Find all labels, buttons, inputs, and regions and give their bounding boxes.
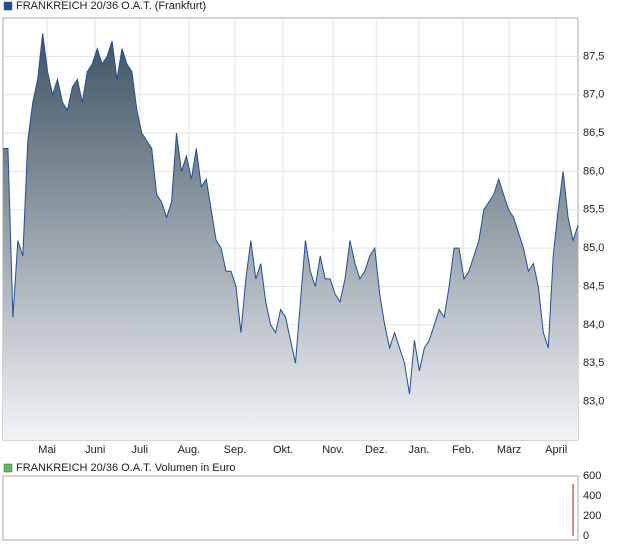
- x-tick-label: Feb.: [452, 444, 474, 456]
- x-tick-label: Nov.: [322, 444, 344, 456]
- x-tick-label: Dez.: [365, 444, 388, 456]
- price-line: [3, 33, 579, 395]
- watermark: CHECK: [315, 228, 387, 250]
- plot-frame: [2, 475, 579, 541]
- legend-swatch: [3, 1, 13, 11]
- legend-label: FRANKREICH 20/36 O.A.T. Volumen in Euro: [16, 462, 235, 474]
- y-tick-label: 85,0: [583, 242, 604, 254]
- legend-swatch: [3, 463, 13, 473]
- y-tick-label: 87,5: [583, 50, 604, 62]
- y-tick-label: 85,5: [583, 204, 604, 216]
- x-tick-label: März: [497, 444, 521, 456]
- y-tick-label: 600: [583, 470, 601, 482]
- y-tick-label: 0: [583, 530, 589, 542]
- x-tick-label: Mai: [38, 444, 56, 456]
- y-tick-label: 400: [583, 490, 601, 502]
- x-tick-label: Jan.: [408, 444, 429, 456]
- x-tick-label: Okt.: [273, 444, 293, 456]
- y-tick-label: 83,5: [583, 357, 604, 369]
- volume-bar: [572, 484, 574, 536]
- x-tick-label: Aug.: [178, 444, 201, 456]
- y-tick-label: 86,0: [583, 165, 604, 177]
- y-tick-label: 84,0: [583, 319, 604, 331]
- area-fill: [3, 33, 578, 440]
- y-tick-label: 200: [583, 510, 601, 522]
- y-tick-label: 83,0: [583, 396, 604, 408]
- y-tick-label: 86,5: [583, 127, 604, 139]
- x-tick-label: Sep.: [224, 444, 247, 456]
- x-tick-label: April: [545, 444, 567, 456]
- y-tick-label: 84,5: [583, 280, 604, 292]
- legend-label: FRANKREICH 20/36 O.A.T. (Frankfurt): [16, 0, 206, 12]
- y-tick-label: 87,0: [583, 89, 604, 101]
- x-tick-label: Juli: [132, 444, 149, 456]
- x-tick-label: Juni: [85, 444, 105, 456]
- watermark: KTIEN: [211, 196, 270, 218]
